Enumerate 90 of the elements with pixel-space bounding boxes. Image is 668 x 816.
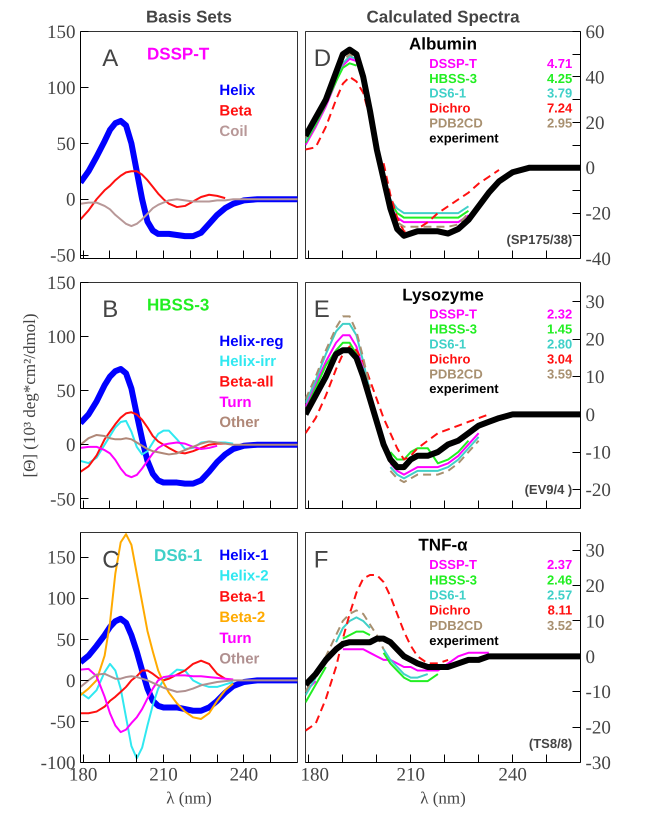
- y-tick-label: 50: [56, 381, 76, 402]
- y-tick-label: 10: [586, 367, 604, 388]
- series-label: Other: [219, 414, 260, 432]
- chart-subtitle: Lysozyme: [402, 285, 484, 304]
- text: DS6-1: [154, 546, 202, 565]
- y-tick-label: 0: [66, 670, 76, 692]
- text: PDB2CD 2.95: [429, 116, 572, 131]
- annotation: A: [102, 45, 118, 72]
- y-tick-label: 0: [586, 646, 595, 668]
- text: Beta-all: [219, 373, 274, 390]
- text: DS6-1 2.80: [429, 336, 572, 352]
- text: Coil: [219, 122, 248, 140]
- y-tick-label: 100: [47, 78, 76, 99]
- y-tick-label: 30: [586, 540, 604, 562]
- text: Turn: [219, 394, 252, 411]
- y-tick-label: -20: [586, 718, 611, 739]
- y-tick-label: -50: [50, 712, 76, 733]
- annotation: (TS8/8): [528, 736, 572, 751]
- text: Helix: [219, 82, 256, 100]
- y-tick-label: -20: [586, 480, 611, 502]
- x-tick-label: 180: [300, 764, 329, 786]
- y-tick-label: 10: [586, 611, 604, 632]
- y-tick-label: -50: [50, 489, 76, 510]
- chart-title: Basis Sets: [146, 8, 232, 26]
- text: Helix-reg: [219, 332, 284, 350]
- y-axis-title: [Θ] (10³ deg*cm²/dmol): [20, 313, 39, 478]
- series-label: Other: [219, 650, 260, 668]
- text: Turn: [219, 630, 252, 647]
- y-tick-label: 150: [47, 273, 76, 294]
- annotation: (EV9/4 ): [524, 482, 572, 498]
- text: DS6-1 3.79: [429, 86, 572, 101]
- text: PDB2CD 3.52: [429, 618, 572, 633]
- annotation: D: [314, 45, 332, 72]
- y-tick-label: 60: [586, 22, 604, 43]
- text: HBSS-3 1.45: [429, 322, 572, 337]
- text: HBSS-3: [146, 296, 210, 315]
- y-tick-label: 20: [586, 112, 604, 134]
- text: PDB2CD 3.59: [429, 366, 572, 382]
- y-tick-label: 50: [56, 134, 76, 155]
- y-tick-label: -10: [586, 442, 611, 464]
- series-label: experiment: [429, 381, 500, 396]
- y-tick-label: 0: [66, 190, 76, 211]
- annotation: E: [314, 296, 330, 324]
- x-tick-label: 210: [396, 764, 425, 786]
- y-tick-label: 100: [47, 588, 76, 610]
- y-tick-label: 150: [47, 548, 76, 569]
- y-tick-label: -10: [586, 682, 611, 704]
- annotation: B: [102, 296, 118, 324]
- y-tick-label: 0: [586, 158, 595, 180]
- annotation: F: [314, 546, 328, 574]
- y-tick-label: 30: [586, 292, 604, 313]
- chart-title: Calculated Spectra: [366, 8, 520, 26]
- y-tick-label: 20: [586, 330, 604, 350]
- y-tick-label: -20: [586, 204, 611, 225]
- x-tick-label: 240: [498, 764, 527, 786]
- text: DS6-1 2.57: [429, 588, 572, 603]
- text: Dichro 3.04: [429, 351, 572, 366]
- x-axis-title: λ (nm): [166, 788, 212, 808]
- text: Helix-1: [219, 547, 269, 564]
- y-tick-label: 0: [586, 404, 595, 426]
- text: HBSS-3 2.46: [429, 572, 572, 588]
- text: DSSP-T 2.32: [429, 306, 572, 322]
- y-tick-label: -50: [50, 246, 76, 267]
- text: Beta-2: [219, 609, 266, 626]
- text: DSSP-T 4.71: [429, 56, 572, 71]
- chart-subtitle: TNF-α: [418, 536, 468, 555]
- y-tick-label: 0: [66, 435, 76, 456]
- text: Helix-irr: [219, 353, 276, 370]
- y-tick-label: 100: [47, 327, 76, 348]
- series-label: experiment: [429, 633, 500, 648]
- y-tick-label: -40: [586, 249, 611, 270]
- text: Beta: [219, 102, 253, 120]
- text: DSSP-T 2.37: [429, 557, 572, 572]
- y-tick-label: 150: [47, 22, 76, 43]
- text: Beta-1: [219, 588, 266, 606]
- y-tick-label: -30: [586, 753, 611, 774]
- x-tick-label: 240: [230, 764, 258, 786]
- x-tick-label: 210: [149, 764, 178, 786]
- text: DSSP-T: [146, 44, 210, 64]
- chart-subtitle: Albumin: [409, 34, 478, 54]
- text: Dichro 8.11: [429, 602, 572, 618]
- x-axis-title: λ (nm): [420, 788, 466, 808]
- y-tick-label: 50: [56, 630, 76, 651]
- y-tick-label: 40: [586, 67, 604, 88]
- y-tick-label: 20: [586, 576, 604, 598]
- text: Helix-2: [219, 568, 269, 585]
- annotation: (SP175/38): [506, 232, 572, 248]
- text: HBSS-3 4.25: [429, 70, 572, 86]
- text: experiment: [429, 130, 500, 146]
- text: Dichro 7.24: [429, 100, 572, 116]
